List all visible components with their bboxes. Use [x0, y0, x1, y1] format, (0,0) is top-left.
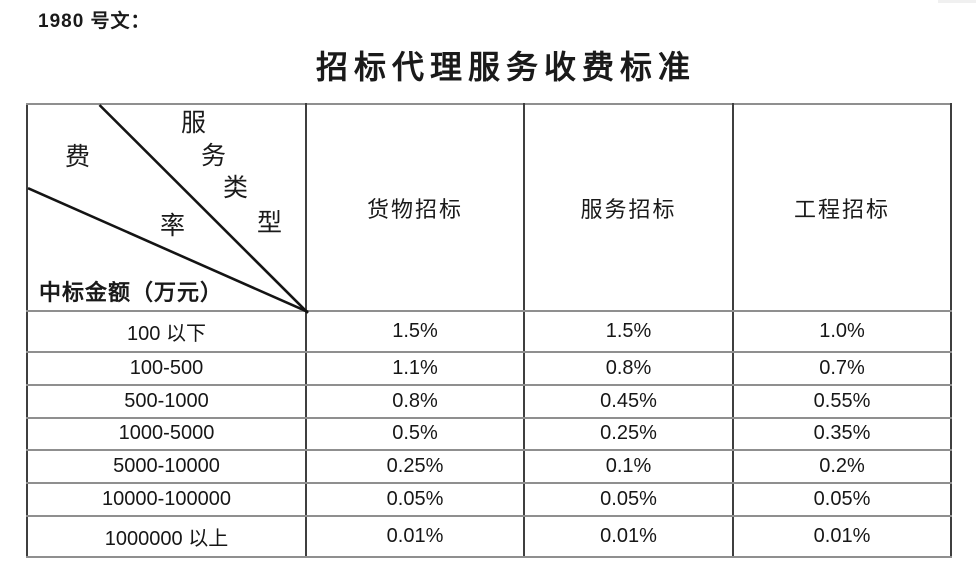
corner-type-char: 类	[222, 175, 248, 202]
page-title: 招标代理服务收费标准	[315, 49, 696, 85]
fee-value: 0.8%	[305, 383, 525, 419]
row-range: 100 以下	[26, 310, 307, 353]
fee-value: 0.05%	[305, 482, 525, 518]
corner-amount-label: 中标金额（万元）	[39, 280, 224, 305]
fee-value: 1.5%	[523, 310, 734, 353]
fee-value: 0.8%	[523, 350, 734, 386]
table-row: 100 以下 1.5% 1.5% 1.0%	[26, 310, 952, 353]
column-header-works: 工程招标	[732, 103, 952, 312]
fee-value: 1.1%	[305, 350, 525, 386]
fee-value: 0.01%	[305, 515, 525, 558]
fee-value: 0.1%	[523, 449, 734, 485]
table-row: 100-500 1.1% 0.8% 0.7%	[26, 350, 952, 386]
corner-type-char: 型	[256, 210, 282, 237]
row-range: 10000-100000	[26, 482, 307, 518]
corner-type-char: 务	[200, 143, 226, 170]
fee-value: 0.01%	[732, 515, 952, 558]
fee-value: 0.35%	[732, 416, 952, 452]
fee-value: 0.25%	[523, 416, 734, 452]
column-header-goods: 货物招标	[305, 103, 525, 312]
fee-value: 0.7%	[732, 350, 952, 386]
fee-value: 0.45%	[523, 383, 734, 419]
fee-value: 1.5%	[305, 310, 525, 353]
row-range: 1000-5000	[26, 416, 307, 452]
fee-value: 1.0%	[732, 310, 952, 353]
fee-value: 0.25%	[305, 449, 525, 485]
table-row: 500-1000 0.8% 0.45% 0.55%	[26, 383, 952, 419]
fee-value: 0.5%	[305, 416, 525, 452]
fee-value: 0.01%	[523, 515, 734, 558]
table-row: 1000000 以上 0.01% 0.01% 0.01%	[26, 515, 952, 558]
table-row: 10000-100000 0.05% 0.05% 0.05%	[26, 482, 952, 518]
table-row: 5000-10000 0.25% 0.1% 0.2%	[26, 449, 952, 485]
fee-table: 服 务 类 型 费 率 中标金额（万元） 货物招标 服务招标 工程招标 100 …	[26, 103, 952, 558]
row-range: 1000000 以上	[26, 515, 307, 558]
column-header-services: 服务招标	[523, 103, 734, 312]
corner-rate-char: 率	[159, 213, 185, 240]
diagonal-header-cell: 服 务 类 型 费 率 中标金额（万元）	[26, 103, 309, 314]
fee-value: 0.55%	[732, 383, 952, 419]
corner-rate-char: 费	[64, 144, 90, 171]
diagonal-lines	[27, 104, 309, 314]
table-row: 1000-5000 0.5% 0.25% 0.35%	[26, 416, 952, 452]
corner-type-char: 服	[180, 110, 206, 137]
doc-number-label: 1980 号文：	[38, 11, 151, 32]
fee-value: 0.05%	[732, 482, 952, 518]
top-right-artifact	[938, 0, 976, 3]
fee-value: 0.2%	[732, 449, 952, 485]
row-range: 500-1000	[26, 383, 307, 419]
header-row: 服 务 类 型 费 率 中标金额（万元） 货物招标 服务招标 工程招标	[26, 103, 952, 314]
row-range: 100-500	[26, 350, 307, 386]
row-range: 5000-10000	[26, 449, 307, 485]
fee-value: 0.05%	[523, 482, 734, 518]
